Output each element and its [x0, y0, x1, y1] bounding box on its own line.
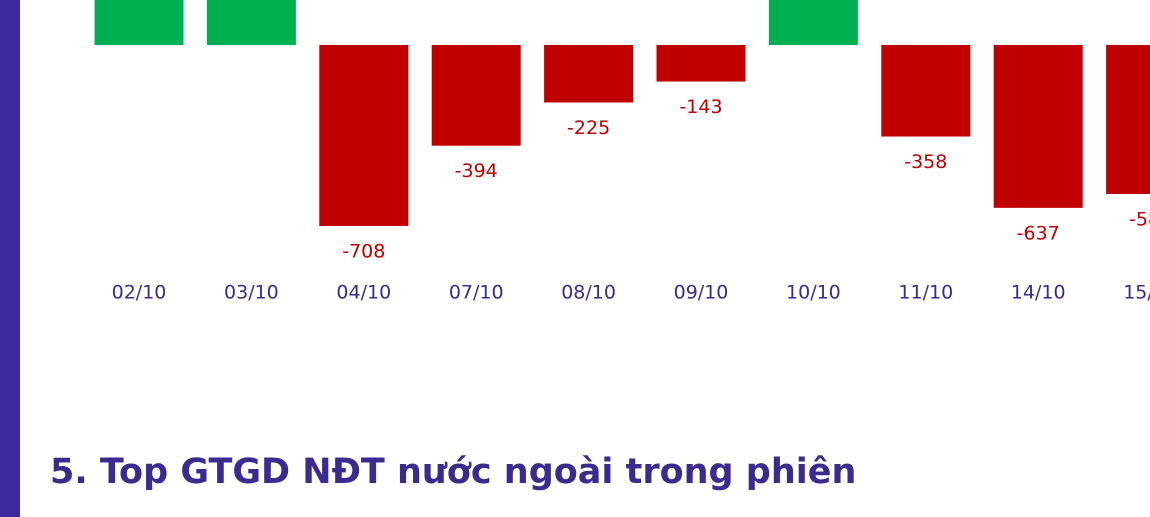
- x-tick-label: 08/10: [561, 282, 616, 304]
- bar: [206, 0, 296, 45]
- value-label: -358: [904, 151, 947, 173]
- bar: [1106, 44, 1150, 195]
- x-tick-label: 14/10: [1011, 282, 1066, 304]
- bar: [431, 44, 521, 146]
- value-label: -583: [1129, 209, 1150, 231]
- bar: [768, 0, 858, 45]
- x-tick-label: 02/10: [112, 282, 167, 304]
- side-bar: [0, 0, 20, 517]
- value-label: -225: [567, 117, 610, 139]
- value-label: -143: [679, 96, 722, 118]
- x-tick-label: 10/10: [786, 282, 841, 304]
- section-heading: 5. Top GTGD NĐT nước ngoài trong phiên: [50, 452, 857, 492]
- x-tick-label: 09/10: [674, 282, 729, 304]
- bar: [881, 44, 971, 137]
- chart: 02/10 03/10 04/10 -708 07/10 -394 08/10 -225 09/…: [94, 0, 1150, 304]
- bar: [319, 44, 409, 226]
- x-tick-label: 07/10: [449, 282, 504, 304]
- x-tick-label: 03/10: [224, 282, 279, 304]
- bar: [94, 0, 184, 45]
- value-label: -708: [342, 240, 385, 262]
- bar: [656, 44, 746, 82]
- x-tick-label: 04/10: [336, 282, 391, 304]
- value-label: -637: [1017, 222, 1060, 244]
- x-tick-label: 15/10: [1123, 282, 1150, 304]
- x-tick-label: 11/10: [898, 282, 953, 304]
- bar: [993, 44, 1083, 208]
- value-label: -394: [455, 160, 498, 182]
- bar: [544, 44, 634, 103]
